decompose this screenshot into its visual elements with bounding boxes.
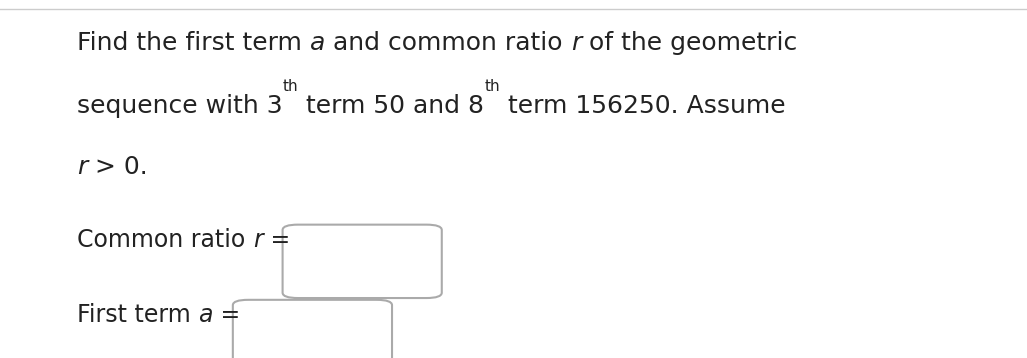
Text: and common ratio: and common ratio (326, 31, 571, 55)
Text: First term: First term (77, 303, 198, 327)
Text: =: = (263, 228, 290, 252)
Text: term 50 and 8: term 50 and 8 (298, 94, 485, 118)
FancyBboxPatch shape (282, 225, 442, 298)
Text: sequence with 3: sequence with 3 (77, 94, 282, 118)
Text: r: r (571, 31, 581, 55)
Text: th: th (485, 79, 500, 94)
Text: term 156250. Assume: term 156250. Assume (500, 94, 786, 118)
Text: a: a (310, 31, 326, 55)
Text: th: th (282, 79, 298, 94)
Text: > 0.: > 0. (87, 155, 148, 179)
Text: r: r (253, 228, 263, 252)
Text: r: r (77, 155, 87, 179)
Text: Find the first term: Find the first term (77, 31, 310, 55)
Text: of the geometric: of the geometric (581, 31, 797, 55)
Text: =: = (213, 303, 240, 327)
Text: Common ratio: Common ratio (77, 228, 253, 252)
FancyBboxPatch shape (233, 300, 392, 358)
Text: a: a (198, 303, 213, 327)
